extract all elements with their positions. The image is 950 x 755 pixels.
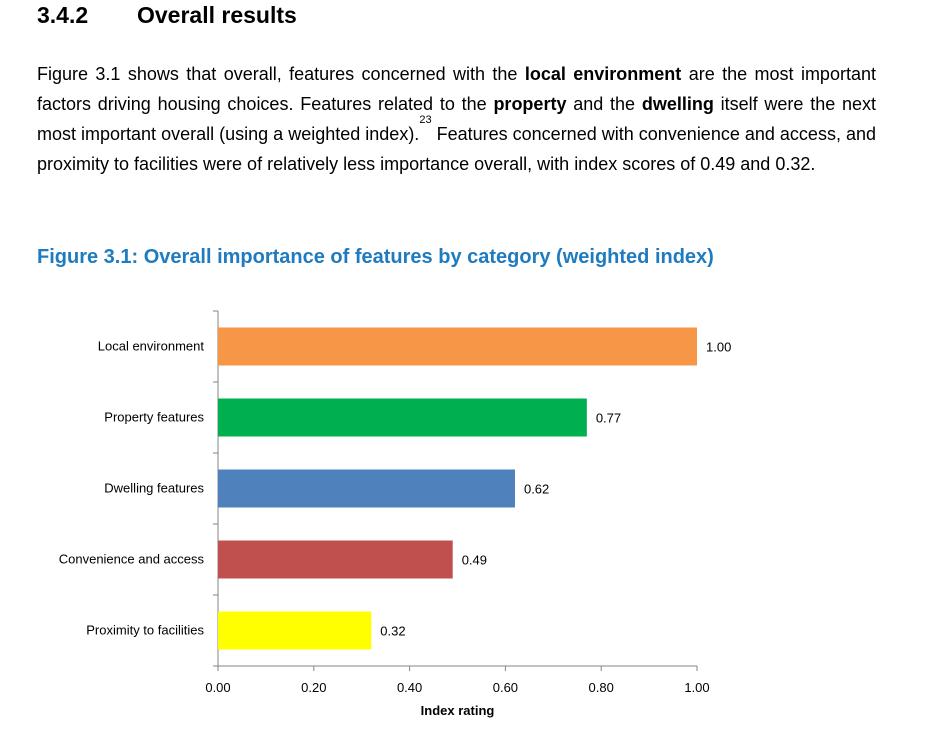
bold-text: dwelling [641, 94, 714, 114]
footnote-ref[interactable]: 23 [419, 114, 432, 126]
category-label: Proximity to facilities [86, 623, 204, 638]
x-axis-title: Index rating [421, 703, 495, 718]
category-label: Local environment [98, 339, 205, 354]
bar [218, 398, 587, 437]
text: are the most important factors driving h… [37, 64, 876, 114]
data-label: 0.77 [596, 411, 621, 426]
text: itself were the next most important over… [37, 94, 877, 144]
text: Features concerned with convenience and … [37, 124, 876, 174]
data-label: 1.00 [706, 340, 731, 355]
bar [218, 327, 697, 366]
section-heading: 3.4.2 Overall results [37, 2, 297, 29]
data-label: 0.32 [380, 624, 405, 639]
x-tick-label: 0.20 [301, 680, 326, 695]
category-label: Dwelling features [104, 481, 204, 496]
text: and the [566, 94, 642, 114]
x-tick-label: 0.40 [397, 680, 422, 695]
section-title: Overall results [137, 2, 297, 28]
category-label: Convenience and access [59, 552, 205, 567]
body-paragraph: Figure 3.1 shows that overall, features … [37, 59, 876, 179]
figure-title: Figure 3.1: Overall importance of featur… [37, 246, 714, 268]
data-label: 0.49 [462, 553, 487, 568]
section-number: 3.4.2 [37, 2, 89, 28]
category-label: Property features [104, 410, 204, 425]
bar [218, 611, 372, 650]
bar [218, 469, 515, 508]
x-tick-label: 1.00 [684, 680, 709, 695]
data-label: 0.62 [524, 482, 549, 497]
text: Figure 3.1 shows that overall, features … [37, 64, 525, 84]
bold-text: property [493, 94, 567, 114]
x-tick-label: 0.80 [589, 680, 614, 695]
x-tick-label: 0.60 [493, 680, 518, 695]
x-tick-label: 0.00 [205, 680, 230, 695]
bold-text: local environment [524, 64, 682, 84]
bar [218, 540, 453, 579]
